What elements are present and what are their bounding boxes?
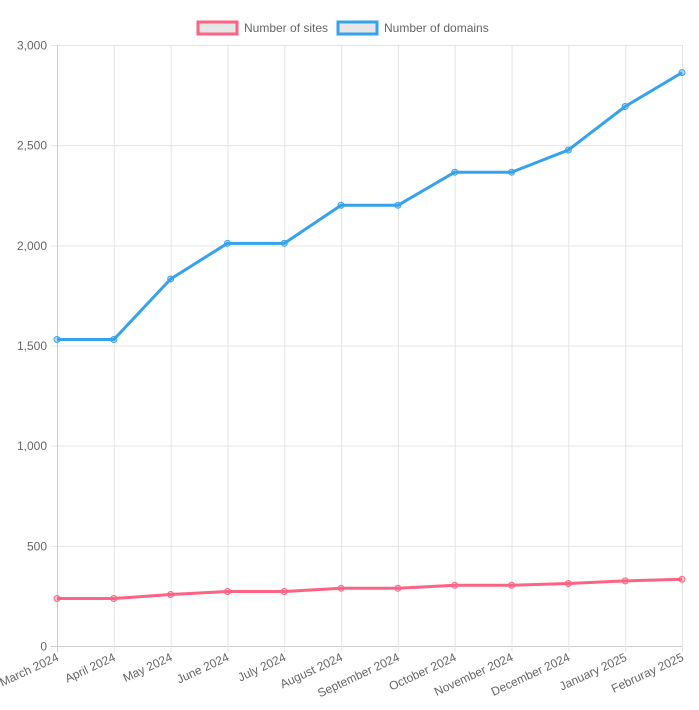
x-axis: March 2024 April 2024 May 2024 June 2024 Jul…	[0, 650, 686, 700]
data-point	[678, 69, 686, 77]
y-tick-label: 1,500	[17, 339, 47, 353]
x-tick-label: May 2024	[121, 650, 175, 685]
y-tick-label: 1,000	[17, 439, 47, 453]
legend-label: Number of domains	[384, 21, 489, 35]
data-point	[621, 103, 629, 111]
series-line	[57, 577, 683, 601]
data-point	[110, 335, 118, 343]
legend-label: Number of sites	[244, 21, 328, 35]
legend-swatch	[336, 20, 379, 36]
legend-item[interactable]: Number of sites	[196, 20, 328, 36]
data-point	[223, 588, 231, 596]
data-point	[280, 239, 288, 247]
series-lines	[53, 69, 686, 603]
y-tick-label: 2,500	[17, 139, 47, 153]
data-point	[564, 146, 572, 154]
data-point	[223, 239, 231, 247]
data-point	[167, 275, 175, 283]
data-point	[508, 168, 516, 176]
x-tick-label: June 2024	[174, 650, 231, 687]
data-point	[394, 201, 402, 209]
data-point	[337, 584, 345, 592]
series-line	[57, 71, 683, 341]
data-point	[678, 575, 686, 583]
data-point	[53, 595, 61, 603]
data-point	[451, 581, 459, 589]
legend-item[interactable]: Number of domains	[336, 20, 489, 36]
grid	[51, 45, 683, 652]
data-point	[167, 591, 175, 599]
y-tick-label: 2,000	[17, 239, 47, 253]
data-point	[394, 584, 402, 592]
data-point	[337, 201, 345, 209]
y-tick-label: 500	[27, 539, 47, 553]
x-tick-label: March 2024	[0, 650, 61, 690]
data-point	[110, 595, 118, 603]
data-point	[508, 581, 516, 589]
data-point	[280, 588, 288, 596]
legend-swatch	[196, 20, 239, 36]
data-point	[53, 335, 61, 343]
data-point	[451, 168, 459, 176]
data-point	[564, 579, 572, 587]
legend[interactable]: Number of sites Number of domains	[196, 20, 489, 36]
y-tick-label: 0	[40, 640, 47, 654]
x-tick-label: April 2024	[63, 650, 118, 686]
y-tick-label: 3,000	[17, 39, 47, 53]
data-point	[621, 577, 629, 585]
y-axis: 0 500 1,000 1,500 2,000 2,500 3,000	[17, 39, 47, 654]
